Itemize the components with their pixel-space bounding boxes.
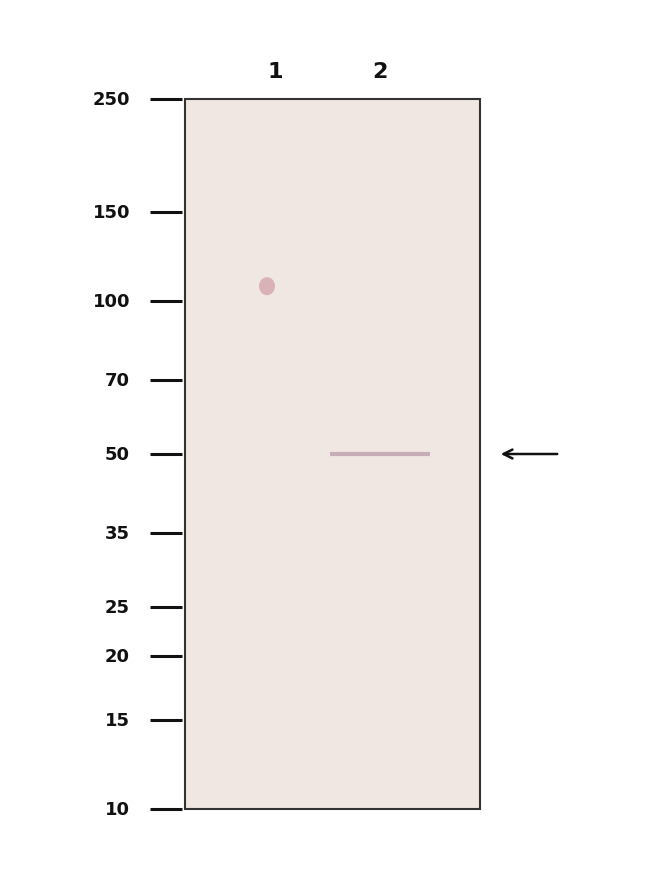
Text: 50: 50: [105, 446, 130, 463]
Text: 20: 20: [105, 647, 130, 666]
Text: 2: 2: [372, 62, 387, 82]
Bar: [185, 100, 480, 809]
Text: 1: 1: [267, 62, 283, 82]
Text: 15: 15: [105, 711, 130, 729]
Text: 25: 25: [105, 598, 130, 616]
Ellipse shape: [259, 278, 275, 295]
Text: 70: 70: [105, 371, 130, 389]
Text: 150: 150: [92, 203, 130, 222]
Text: 100: 100: [92, 293, 130, 311]
Text: 10: 10: [105, 800, 130, 818]
Text: 250: 250: [92, 91, 130, 109]
Text: 35: 35: [105, 524, 130, 542]
